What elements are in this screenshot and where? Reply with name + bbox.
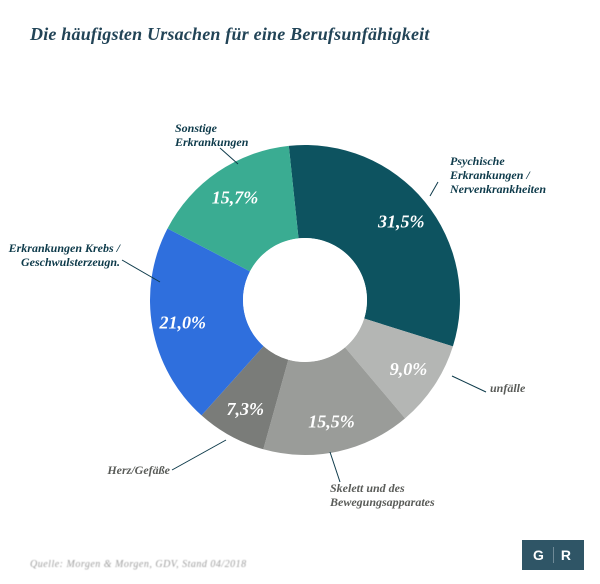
- leader-line: [330, 452, 340, 482]
- source-text: Quelle: Morgen & Morgen, GDV, Stand 04/2…: [30, 559, 247, 570]
- leader-line: [220, 148, 238, 164]
- slice-value-label: 21,0%: [158, 312, 206, 332]
- leader-line: [430, 182, 438, 196]
- brand-logo: G R: [522, 540, 584, 570]
- slice-ext-label: Erkrankungen Krebs /Geschwulsterzeugn.: [8, 241, 122, 269]
- slice-ext-label: Skelett und desBewegungsapparates: [329, 481, 435, 509]
- slice-value-label: 15,7%: [212, 187, 259, 207]
- chart-title: Die häufigsten Ursachen für eine Berufsu…: [30, 24, 430, 45]
- logo-left: G: [533, 547, 546, 563]
- page-root: Die häufigsten Ursachen für eine Berufsu…: [0, 0, 600, 584]
- leader-line: [452, 376, 486, 392]
- donut-chart: 31,5% PsychischeErkrankungen /Nervenkrank…: [0, 60, 600, 520]
- donut-hole: [243, 238, 367, 362]
- logo-divider: [553, 547, 554, 563]
- slice-value-label: 9,0%: [390, 359, 428, 379]
- leader-line: [172, 440, 226, 470]
- slice-ext-label: SonstigeErkrankungen: [174, 121, 249, 149]
- slice-ext-label: PsychischeErkrankungen /Nervenkrankheite…: [449, 154, 546, 196]
- logo-right: R: [561, 547, 573, 563]
- slice-ext-label: unfälle: [490, 381, 526, 395]
- slice-value-label: 7,3%: [226, 399, 264, 419]
- slice-value-label: 15,5%: [308, 411, 355, 431]
- slice-ext-label: Herz/Gefäße: [106, 463, 170, 477]
- slice-value-label: 31,5%: [377, 211, 425, 231]
- chart-container: 31,5% PsychischeErkrankungen /Nervenkrank…: [0, 60, 600, 520]
